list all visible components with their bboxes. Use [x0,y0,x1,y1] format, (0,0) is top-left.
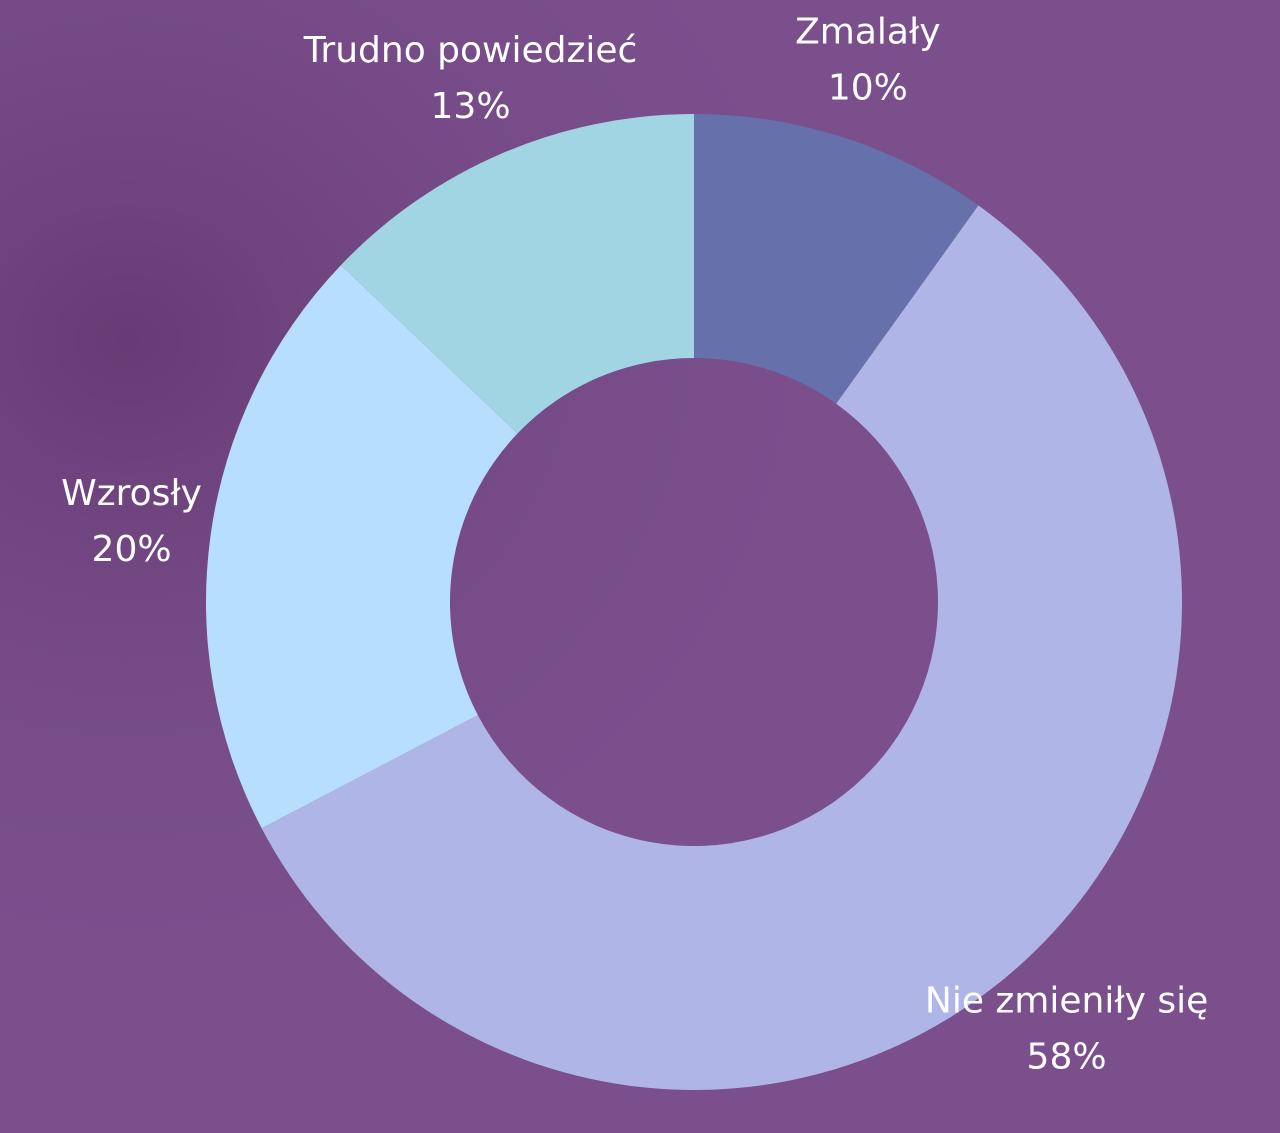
slice-label: Wzrosły [61,473,202,514]
slice-value-label: 10% [828,67,908,108]
slice-label: Zmalały [795,11,940,52]
slice-label: Nie zmieniły się [925,981,1208,1022]
donut-slice [340,114,694,434]
slice-value-label: 13% [431,86,511,127]
slice-label: Trudno powiedzieć [303,30,638,71]
slice-value-label: 58% [1027,1037,1107,1078]
donut-slice [694,114,979,404]
donut-slice [261,205,1182,1090]
slice-value-label: 20% [92,529,172,570]
donut-slice [205,265,518,829]
